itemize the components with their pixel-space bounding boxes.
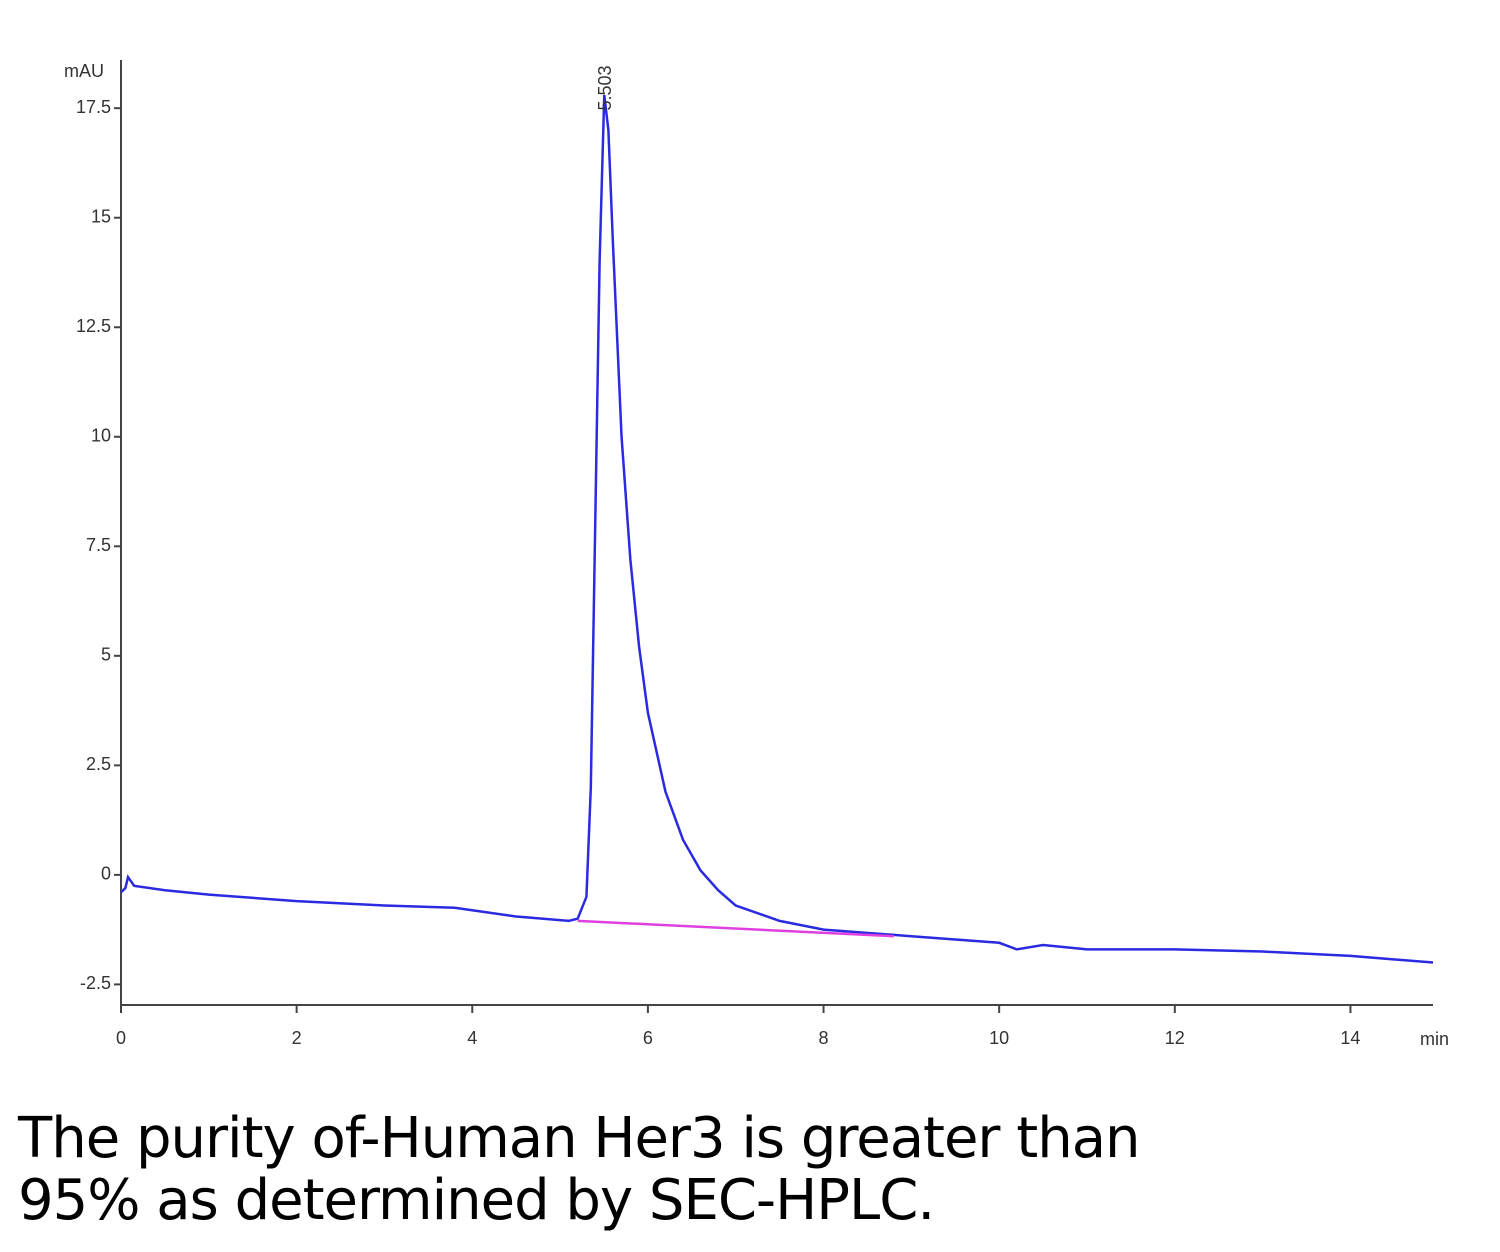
x-tick-label: 0 xyxy=(116,1028,126,1048)
x-tick-label: 10 xyxy=(989,1028,1009,1048)
x-tick-label: 14 xyxy=(1340,1028,1360,1048)
y-axis-unit: mAU xyxy=(64,61,104,81)
x-tick-label: 6 xyxy=(643,1028,653,1048)
caption-line: 95% as determined by SEC-HPLC. xyxy=(18,1168,935,1233)
trace xyxy=(577,919,894,938)
chart: mAU min -2.5 0 2.5 5 7.5 10 12.5 15 17.5 0 2 4 6 8 10 1… xyxy=(64,60,1449,1049)
y-tick-label: 7.5 xyxy=(86,535,111,555)
x-tick-label: 8 xyxy=(819,1028,829,1048)
trace xyxy=(120,94,1434,964)
x-tick-label: 4 xyxy=(467,1028,477,1048)
x-axis-unit: min xyxy=(1420,1029,1449,1049)
caption: The purity of-Human Her3 is greater than… xyxy=(18,1106,1141,1233)
x-tick-label: 2 xyxy=(292,1028,302,1048)
y-tick-label: 0 xyxy=(101,864,111,884)
y-tick-label: 2.5 xyxy=(86,754,111,774)
y-tick-label: 10 xyxy=(91,426,111,446)
y-tick-label: 5 xyxy=(101,645,111,665)
y-tick-label: 12.5 xyxy=(76,316,111,336)
caption-line: The purity of-Human Her3 is greater than xyxy=(18,1106,1141,1171)
y-tick-label: 15 xyxy=(91,206,111,226)
y-tick-label: 17.5 xyxy=(76,97,111,117)
x-tick-label: 12 xyxy=(1165,1028,1185,1048)
peak-label: 5.503 xyxy=(595,65,615,110)
y-tick-label: -2.5 xyxy=(80,973,111,993)
